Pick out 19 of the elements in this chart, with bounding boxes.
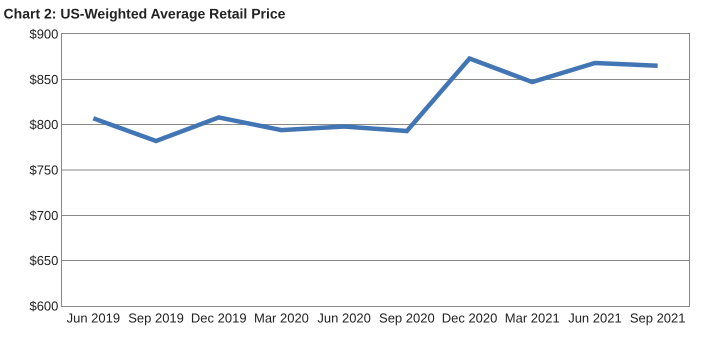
x-tick-label: Sep 2019: [128, 310, 184, 326]
x-tick-label: Sep 2021: [630, 310, 686, 326]
x-tick-label: Jun 2019: [66, 310, 120, 326]
y-tick-label: $850: [29, 72, 58, 87]
y-tick-label: $600: [29, 298, 58, 314]
chart-title: Chart 2: US-Weighted Average Retail Price: [4, 6, 286, 22]
x-tick-label: Mar 2021: [504, 310, 560, 326]
y-tick-label: $900: [29, 26, 58, 42]
x-tick-label: Dec 2019: [190, 310, 247, 326]
x-tick-label: Dec 2020: [442, 310, 498, 326]
y-tick-label: $800: [29, 117, 58, 132]
x-tick-label: Jun 2021: [568, 310, 622, 326]
x-tick-label: Sep 2020: [379, 310, 435, 326]
x-tick-label: Mar 2020: [254, 310, 309, 326]
y-tick-label: $700: [29, 208, 58, 223]
x-tick-label: Jun 2020: [317, 310, 371, 326]
line-series: [91, 56, 660, 144]
y-tick-label: $650: [29, 253, 58, 268]
y-tick-label: $750: [29, 162, 58, 178]
